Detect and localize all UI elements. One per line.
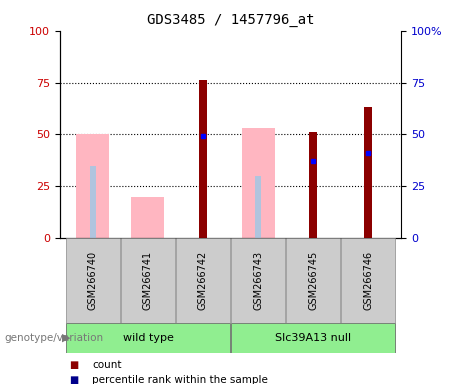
Text: ■: ■: [69, 375, 78, 384]
Text: ▶: ▶: [62, 333, 71, 343]
Bar: [66, 323, 230, 353]
Text: GSM266741: GSM266741: [143, 251, 153, 310]
Text: genotype/variation: genotype/variation: [5, 333, 104, 343]
Bar: [255, 176, 261, 238]
Text: GSM266746: GSM266746: [363, 251, 373, 310]
Bar: [242, 128, 274, 238]
Bar: [341, 238, 395, 323]
Text: wild type: wild type: [123, 333, 173, 343]
Text: GSM266742: GSM266742: [198, 251, 208, 310]
Title: GDS3485 / 1457796_at: GDS3485 / 1457796_at: [147, 13, 314, 27]
Bar: [90, 166, 96, 238]
Bar: [286, 238, 340, 323]
Bar: [176, 238, 230, 323]
Bar: [309, 132, 317, 238]
Bar: [121, 238, 175, 323]
Text: GSM266743: GSM266743: [253, 251, 263, 310]
Bar: [231, 323, 395, 353]
Text: GSM266745: GSM266745: [308, 251, 318, 310]
Bar: [364, 108, 372, 238]
Text: percentile rank within the sample: percentile rank within the sample: [92, 375, 268, 384]
Bar: [231, 238, 285, 323]
Text: count: count: [92, 360, 122, 370]
Bar: [66, 238, 120, 323]
Bar: [77, 134, 109, 238]
Text: GSM266740: GSM266740: [88, 251, 98, 310]
Bar: [131, 197, 165, 238]
Text: Slc39A13 null: Slc39A13 null: [275, 333, 351, 343]
Bar: [199, 81, 207, 238]
Text: ■: ■: [69, 360, 78, 370]
